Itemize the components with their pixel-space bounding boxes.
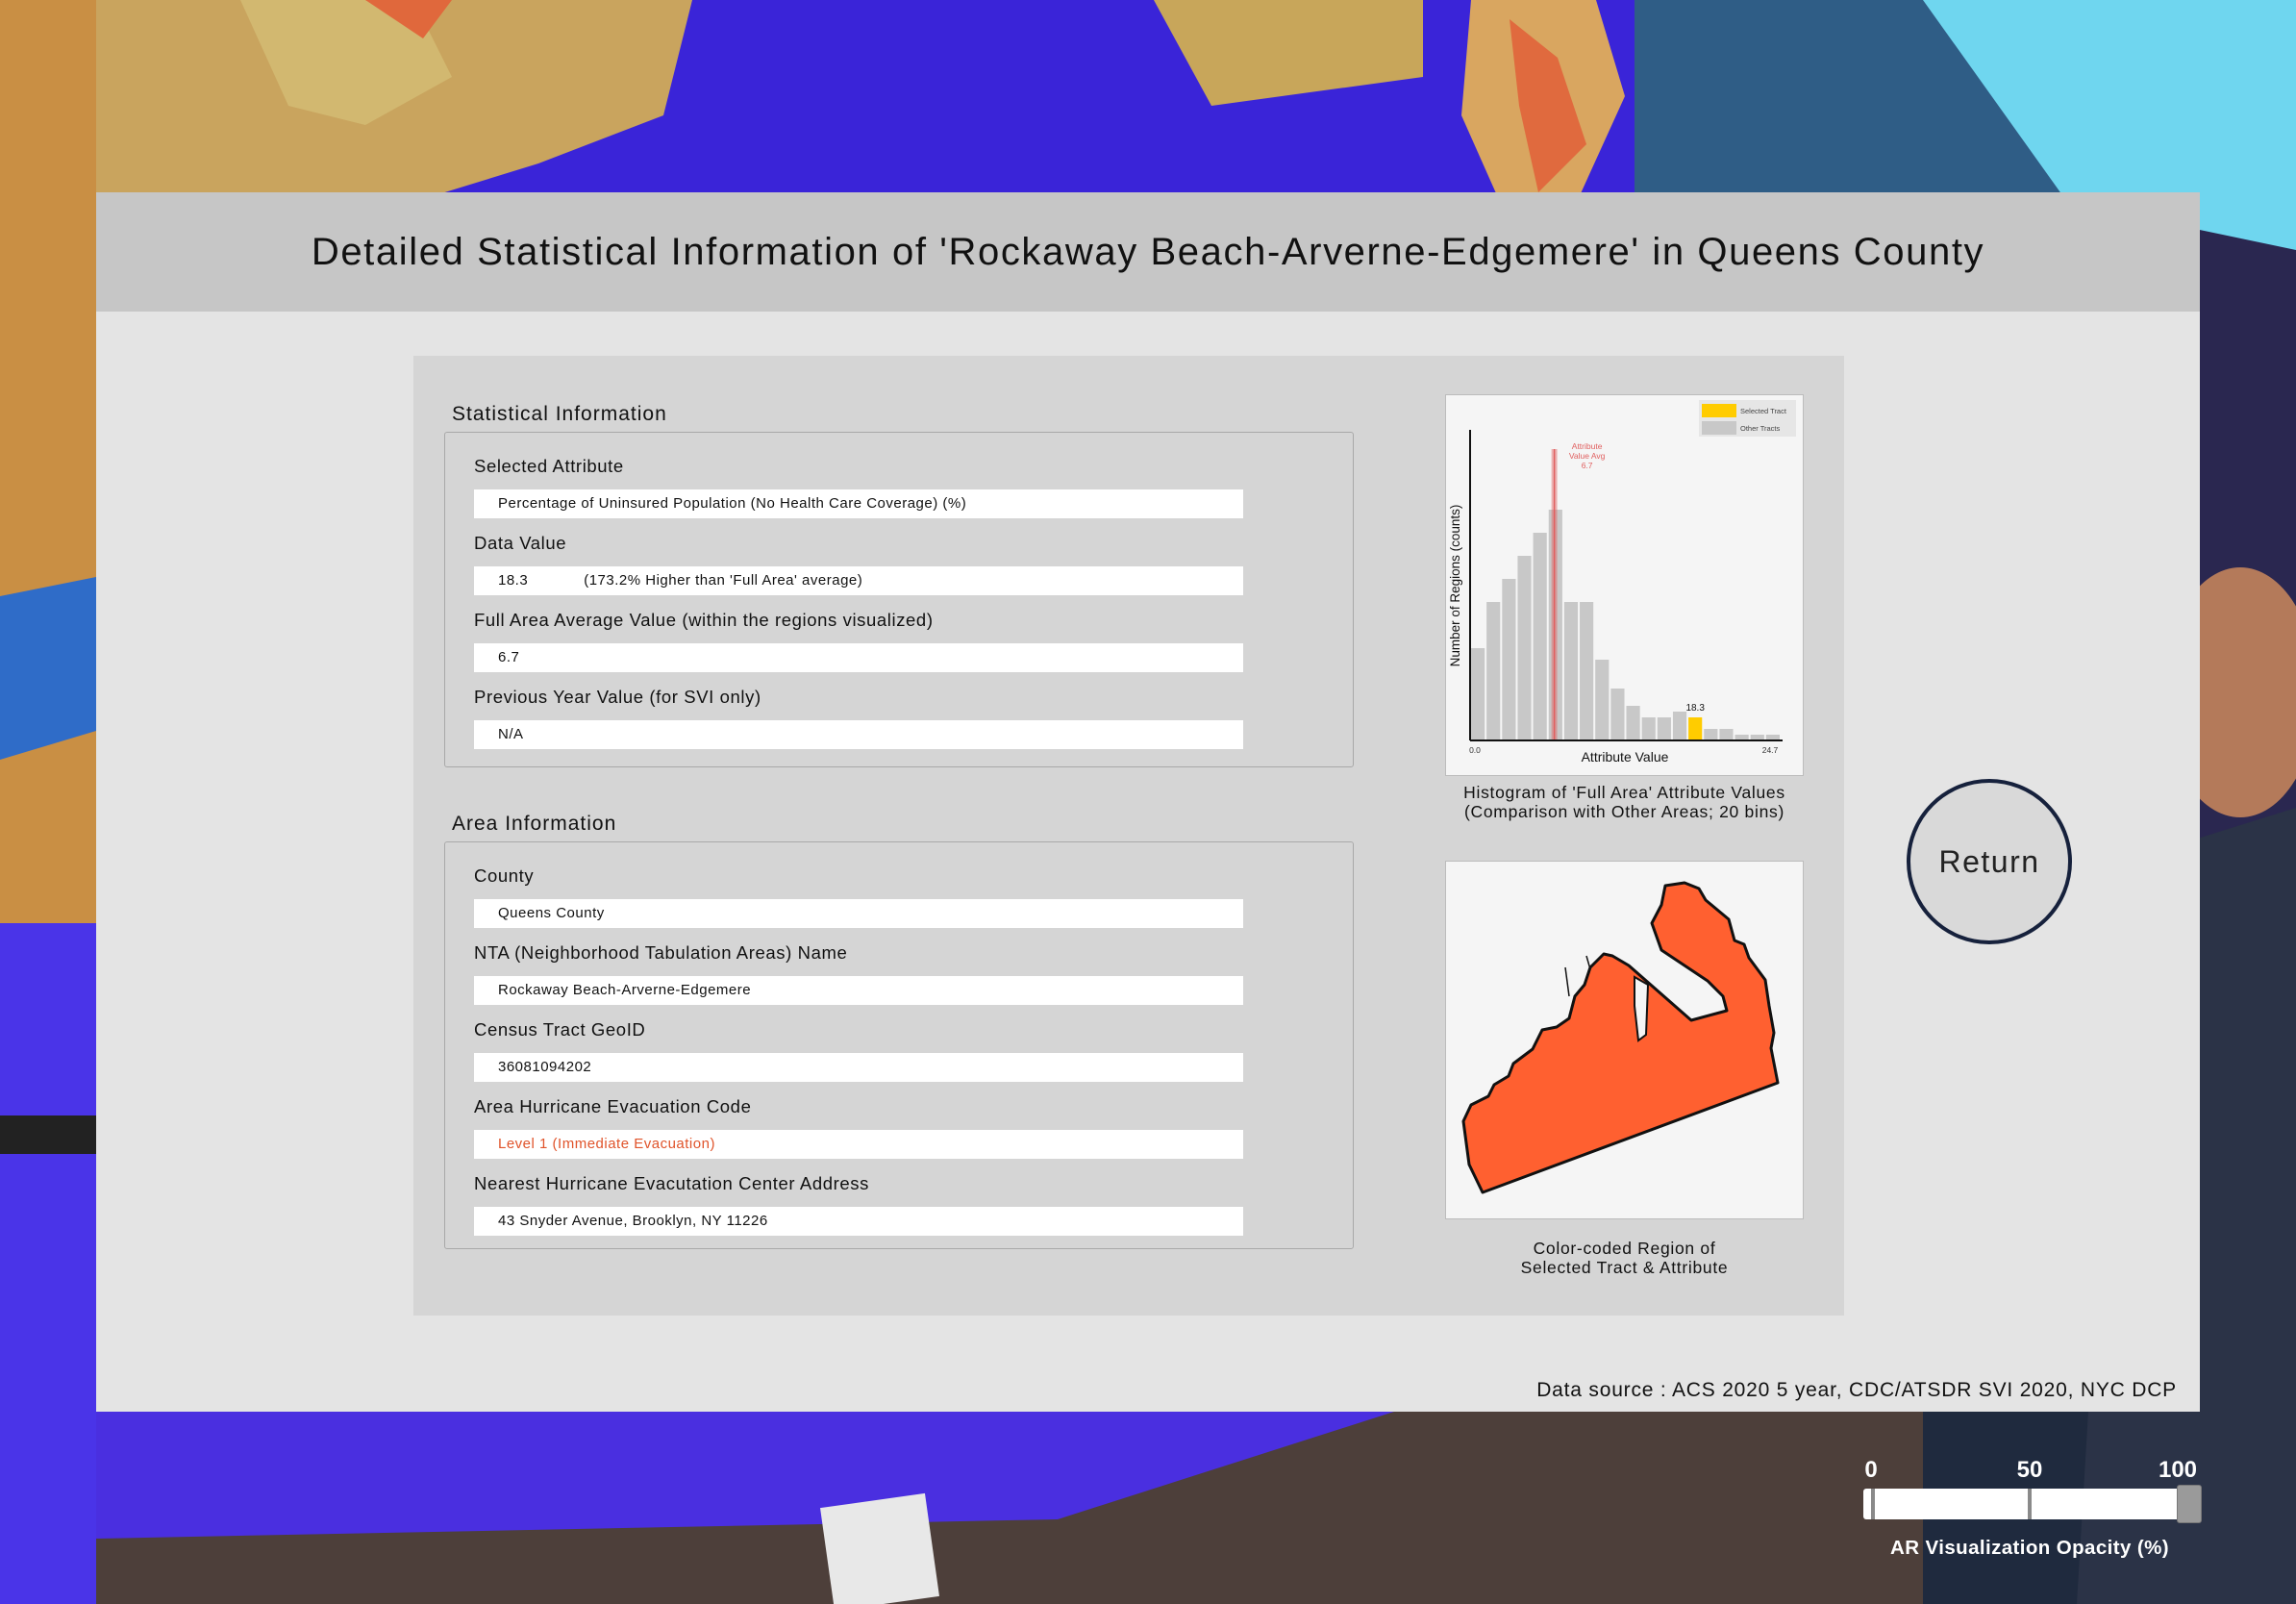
histogram-caption: Histogram of 'Full Area' Attribute Value… — [1435, 783, 1813, 821]
histogram-caption-line2: (Comparison with Other Areas; 20 bins) — [1464, 802, 1784, 821]
slider-track[interactable] — [1863, 1489, 2196, 1519]
y-axis-label: Number of Regions (counts) — [1448, 505, 1462, 667]
statistical-fieldset: Selected Attribute Percentage of Uninsur… — [444, 432, 1354, 767]
average-label-line: Value Avg — [1569, 451, 1606, 461]
area-section-title: Area Information — [452, 813, 617, 835]
slider-mark-50 — [2028, 1489, 2032, 1519]
histogram-caption-line1: Histogram of 'Full Area' Attribute Value… — [1463, 783, 1785, 802]
selected-bin-bar — [1688, 717, 1703, 740]
x-tick-label: 24.7 — [1762, 745, 1779, 755]
county-field[interactable]: Queens County — [474, 899, 1243, 928]
average-label-line: 6.7 — [1582, 461, 1593, 470]
legend-label-selected: Selected Tract — [1740, 407, 1787, 415]
info-panel: Detailed Statistical Information of 'Roc… — [96, 192, 2200, 1412]
histogram-bar — [1626, 706, 1640, 740]
histogram-bar — [1533, 533, 1547, 740]
nta-name-field[interactable]: Rockaway Beach-Arverne-Edgemere — [474, 976, 1243, 1005]
x-axis-label: Attribute Value — [1582, 749, 1669, 764]
slider-mark-0 — [1871, 1489, 1875, 1519]
legend-swatch-selected — [1702, 404, 1736, 417]
histogram-bar — [1563, 602, 1579, 740]
evacuation-center-label: Nearest Hurricane Evacutation Center Add… — [474, 1173, 869, 1193]
slider-tick-100: 100 — [2158, 1457, 2198, 1483]
slider-tick-0: 0 — [1864, 1457, 1878, 1483]
return-button[interactable]: Return — [1907, 779, 2072, 944]
full-area-average-field[interactable]: 6.7 — [474, 643, 1243, 672]
x-tick-label: 0.0 — [1469, 745, 1481, 755]
region-map-panel — [1445, 861, 1804, 1219]
histogram-bar — [1672, 712, 1687, 740]
histogram-bar — [1657, 717, 1671, 740]
full-area-average-label: Full Area Average Value (within the regi… — [474, 610, 934, 630]
evacuation-code-label: Area Hurricane Evacuation Code — [474, 1096, 752, 1116]
histogram-bar — [1502, 579, 1516, 740]
slider-tick-50: 50 — [2016, 1457, 2043, 1483]
page-title: Detailed Statistical Information of 'Roc… — [311, 231, 1985, 273]
statistical-section-title: Statistical Information — [452, 403, 667, 425]
selected-value-label: 18.3 — [1685, 703, 1705, 714]
histogram-bar — [1734, 735, 1749, 740]
histogram-bar — [1517, 556, 1532, 740]
selected-attribute-label: Selected Attribute — [474, 456, 624, 476]
histogram-bar — [1704, 729, 1718, 740]
region-map-caption-line1: Color-coded Region of — [1533, 1239, 1716, 1258]
histogram-bar — [1548, 510, 1562, 740]
histogram-bar — [1719, 729, 1734, 740]
region-map-caption: Color-coded Region of Selected Tract & A… — [1435, 1239, 1813, 1277]
histogram-bar — [1765, 735, 1780, 740]
slider-handle[interactable] — [2177, 1485, 2202, 1523]
region-map-caption-line2: Selected Tract & Attribute — [1520, 1258, 1729, 1277]
previous-year-label: Previous Year Value (for SVI only) — [474, 687, 761, 707]
nta-name-label: NTA (Neighborhood Tabulation Areas) Name — [474, 942, 848, 963]
data-value-note: (173.2% Higher than 'Full Area' average) — [584, 572, 863, 589]
histogram-bar — [1641, 717, 1656, 740]
previous-year-field[interactable]: N/A — [474, 720, 1243, 749]
histogram-bar — [1471, 648, 1485, 740]
histogram-bar — [1610, 689, 1625, 740]
histogram-bar — [1595, 660, 1610, 740]
selected-region-shape — [1461, 881, 1780, 1194]
histogram-bar — [1486, 602, 1501, 740]
region-map — [1461, 881, 1780, 1194]
slider-label: AR Visualization Opacity (%) — [1890, 1537, 2169, 1559]
data-value-label: Data Value — [474, 533, 567, 553]
histogram-panel: 18.3 Attribute Value Avg 6.7 0.0 24.7 Attribut… — [1445, 394, 1804, 776]
legend-label-other: Other Tracts — [1740, 424, 1781, 433]
county-label: County — [474, 865, 535, 886]
evacuation-center-field[interactable]: 43 Snyder Avenue, Brooklyn, NY 11226 — [474, 1207, 1243, 1236]
area-fieldset: County Queens County NTA (Neighborhood T… — [444, 841, 1354, 1249]
data-value-field[interactable]: 18.3 (173.2% Higher than 'Full Area' aver… — [474, 566, 1243, 595]
selected-attribute-field[interactable]: Percentage of Uninsured Population (No H… — [474, 489, 1243, 518]
histogram-bar — [1750, 735, 1764, 740]
evacuation-code-field[interactable]: Level 1 (Immediate Evacuation) — [474, 1130, 1243, 1159]
data-source-note: Data source : ACS 2020 5 year, CDC/ATSDR… — [1536, 1379, 2177, 1401]
content-area: Statistical Information Selected Attribu… — [413, 356, 1844, 1316]
data-value-number: 18.3 — [498, 572, 529, 589]
panel-header: Detailed Statistical Information of 'Roc… — [96, 192, 2200, 312]
census-tract-geoid-field[interactable]: 36081094202 — [474, 1053, 1243, 1082]
histogram-bar — [1580, 602, 1594, 740]
census-tract-geoid-label: Census Tract GeoID — [474, 1019, 646, 1040]
legend-swatch-other — [1702, 421, 1736, 435]
average-label-line: Attribute — [1572, 441, 1603, 451]
